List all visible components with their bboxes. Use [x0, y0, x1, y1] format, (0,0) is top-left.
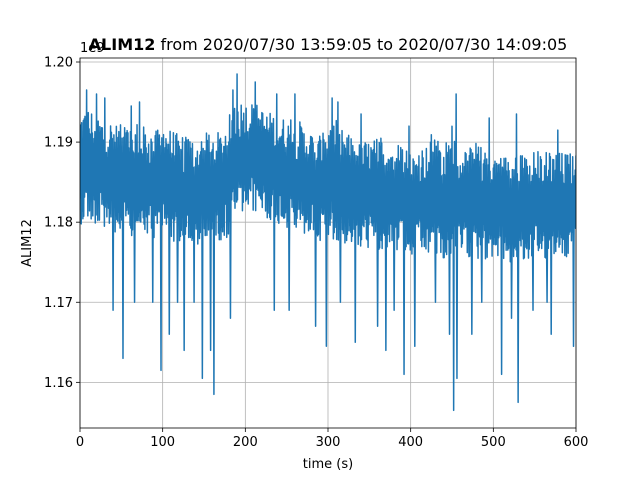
x-tick-label: 400: [398, 435, 423, 450]
x-tick-label: 600: [564, 435, 589, 450]
y-tick-label: 1.19: [44, 136, 73, 151]
x-tick-label: 200: [233, 435, 258, 450]
series-layer: [80, 73, 576, 412]
x-axis-label: time (s): [303, 457, 353, 472]
x-tick-label: 0: [76, 435, 84, 450]
title-time-range: from 2020/07/30 13:59:05 to 2020/07/30 1…: [155, 35, 567, 54]
x-tick-label: 100: [150, 435, 175, 450]
y-tick-label: 1.20: [44, 56, 73, 71]
title-channel: ALIM12: [89, 35, 156, 54]
chart-title: ALIM12 from 2020/07/30 13:59:05 to 2020/…: [89, 35, 568, 54]
y-tick-label: 1.18: [44, 216, 73, 231]
ticks: 0 100 200 300 400 500 600 1.16 1.17 1.18 1.19 1.20: [44, 56, 588, 450]
series-line-alim12: [80, 73, 576, 412]
x-tick-label: 300: [316, 435, 341, 450]
y-offset-text: 1e9: [80, 41, 105, 56]
x-tick-label: 500: [481, 435, 506, 450]
y-tick-label: 1.17: [44, 296, 73, 311]
y-axis-label: ALIM12: [20, 219, 35, 267]
y-tick-label: 1.16: [44, 376, 73, 391]
